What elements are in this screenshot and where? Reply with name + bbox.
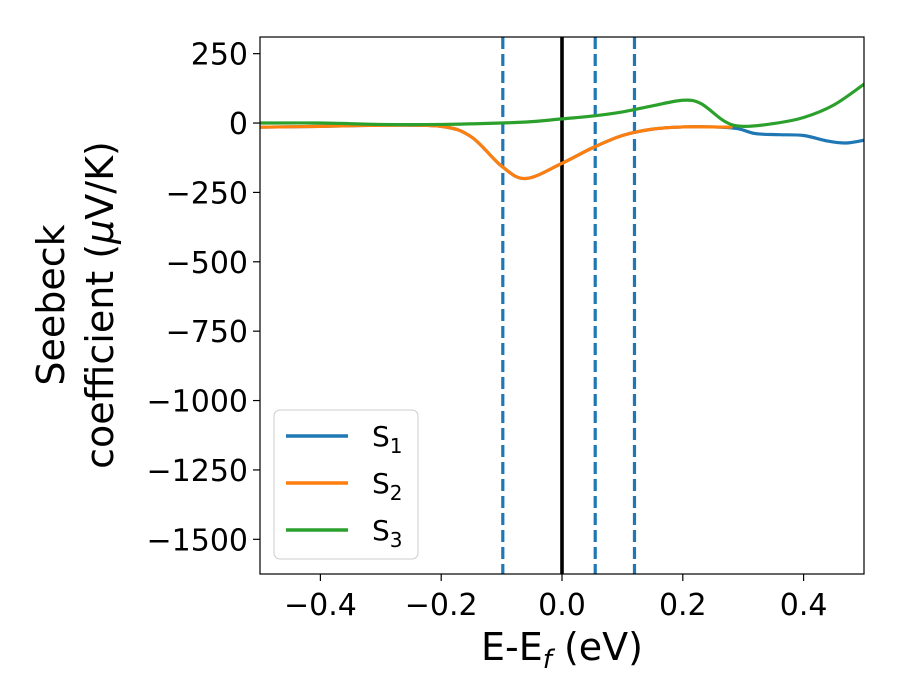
x-tick-label: 0.4 xyxy=(780,588,828,623)
series-layer xyxy=(260,82,864,181)
x-tick-label: 0.2 xyxy=(659,588,707,623)
y-tick-label: −750 xyxy=(166,315,248,350)
y-tick-label: −500 xyxy=(166,246,248,281)
legend: S1 S2 S3 xyxy=(273,409,419,560)
y-axis-label: Seebeck coefficient (μV/K) xyxy=(29,141,122,469)
legend-label-s3: S3 xyxy=(372,514,403,552)
y-tick-label: 0 xyxy=(229,107,248,142)
y-axis-label-line2: coefficient (μV/K) xyxy=(78,141,122,469)
series-line-s2 xyxy=(260,123,733,181)
vertical-lines xyxy=(501,37,637,574)
y-tick-label: −1250 xyxy=(147,454,248,489)
y-tick-label: −1500 xyxy=(147,523,248,558)
x-tick-label: −0.4 xyxy=(284,588,357,623)
y-tick-label: 250 xyxy=(191,38,248,73)
y-axis: 250 0 −250 −500 −750 −1000 −1250 −1500 xyxy=(147,38,260,558)
series-line-s3 xyxy=(260,82,864,128)
x-tick-label: 0.0 xyxy=(538,588,586,623)
y-tick-label: −250 xyxy=(166,176,248,211)
legend-label-s1: S1 xyxy=(372,420,403,458)
x-axis-label: E-Ef (eV) xyxy=(481,625,643,675)
y-axis-label-line1: Seebeck xyxy=(29,224,73,385)
y-tick-label: −1000 xyxy=(147,385,248,420)
legend-label-s2: S2 xyxy=(372,467,403,505)
x-axis: −0.4 −0.2 0.0 0.2 0.4 xyxy=(284,574,827,623)
x-tick-label: −0.2 xyxy=(405,588,478,623)
